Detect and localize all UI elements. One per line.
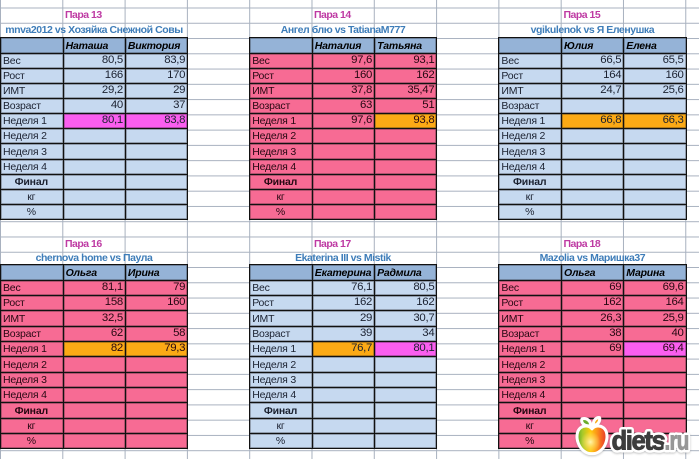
svg-text:diets: diets xyxy=(612,426,665,456)
svg-text:.ru: .ru xyxy=(665,426,689,456)
svg-text:diets: diets xyxy=(612,426,665,456)
svg-text:.ru: .ru xyxy=(665,426,689,456)
